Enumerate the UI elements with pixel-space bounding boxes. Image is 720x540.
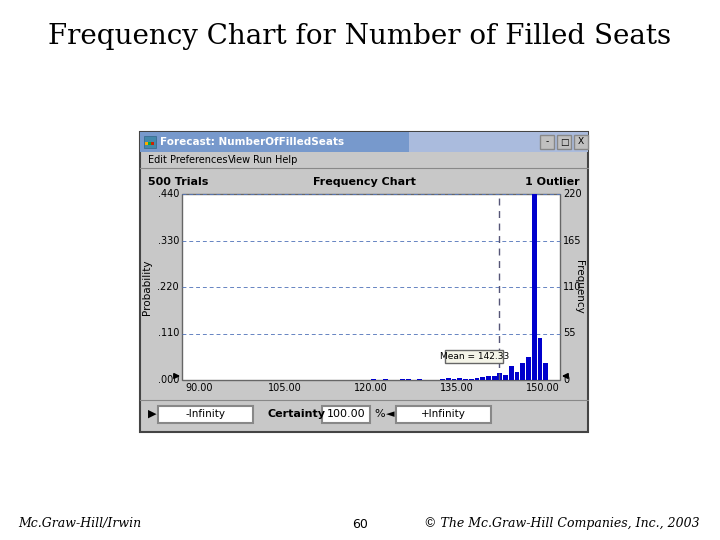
Bar — [446, 378, 451, 380]
Text: 220: 220 — [563, 189, 582, 199]
Bar — [144, 136, 156, 148]
Bar — [538, 338, 542, 380]
Bar — [182, 194, 560, 380]
Bar — [145, 142, 148, 145]
Bar — [451, 379, 456, 380]
Text: 60: 60 — [352, 517, 368, 530]
Bar — [457, 379, 462, 380]
Text: 1 Outlier: 1 Outlier — [526, 177, 580, 187]
Text: Frequency Chart for Number of Filled Seats: Frequency Chart for Number of Filled Sea… — [48, 24, 672, 51]
Text: Edit: Edit — [148, 155, 167, 165]
Bar — [526, 357, 531, 380]
Text: View: View — [228, 155, 251, 165]
Bar — [544, 363, 548, 380]
Bar — [509, 366, 514, 380]
Text: 100.00: 100.00 — [327, 409, 365, 419]
Text: Frequency Chart: Frequency Chart — [312, 177, 415, 187]
Text: 500 Trials: 500 Trials — [148, 177, 208, 187]
Bar — [140, 132, 409, 152]
Text: X: X — [578, 138, 584, 146]
Text: .110: .110 — [158, 328, 179, 339]
Bar — [158, 406, 253, 423]
Bar — [498, 373, 503, 380]
Bar — [418, 379, 422, 380]
Bar — [557, 135, 571, 149]
Bar — [148, 142, 151, 145]
Bar — [463, 379, 468, 380]
Text: © The Mc.Graw-Hill Companies, Inc., 2003: © The Mc.Graw-Hill Companies, Inc., 2003 — [424, 517, 700, 530]
Bar — [469, 379, 474, 380]
Bar — [486, 376, 491, 380]
Bar — [151, 142, 154, 145]
Bar — [532, 194, 536, 380]
Text: 120.00: 120.00 — [354, 383, 388, 393]
Bar — [440, 379, 445, 380]
Text: .330: .330 — [158, 235, 179, 246]
Bar — [446, 350, 503, 363]
Bar — [515, 372, 519, 380]
Text: -Infinity: -Infinity — [185, 409, 225, 419]
Text: 165: 165 — [563, 235, 582, 246]
Bar — [140, 132, 588, 432]
Text: Probability: Probability — [142, 259, 152, 315]
Bar — [383, 379, 388, 380]
Bar — [409, 132, 588, 152]
Text: .000: .000 — [158, 375, 179, 385]
Bar — [521, 363, 525, 380]
Bar — [503, 375, 508, 380]
Text: Preferences: Preferences — [170, 155, 228, 165]
Bar — [480, 377, 485, 380]
Text: 135.00: 135.00 — [440, 383, 474, 393]
Text: Certainty: Certainty — [268, 409, 326, 419]
Text: 105.00: 105.00 — [269, 383, 302, 393]
Text: .440: .440 — [158, 189, 179, 199]
Bar — [322, 406, 370, 423]
Bar — [574, 135, 588, 149]
Text: .220: .220 — [158, 282, 179, 292]
Text: Forecast: NumberOfFilledSeats: Forecast: NumberOfFilledSeats — [160, 137, 344, 147]
Text: □: □ — [559, 138, 568, 146]
Text: Run: Run — [253, 155, 272, 165]
Text: 110: 110 — [563, 282, 581, 292]
Bar — [492, 376, 497, 380]
Text: 150.00: 150.00 — [526, 383, 559, 393]
Text: 0: 0 — [563, 375, 569, 385]
Text: +Infinity: +Infinity — [420, 409, 465, 419]
Text: ▶: ▶ — [148, 409, 156, 419]
Text: Help: Help — [275, 155, 297, 165]
Bar — [372, 379, 377, 380]
Bar — [540, 135, 554, 149]
Text: 55: 55 — [563, 328, 575, 339]
Text: -: - — [545, 138, 549, 146]
Bar — [474, 377, 480, 380]
Bar — [400, 379, 405, 380]
Text: Mean = 142.33: Mean = 142.33 — [440, 352, 509, 361]
Text: ◄: ◄ — [386, 409, 395, 419]
Bar — [406, 379, 410, 380]
Text: 90.00: 90.00 — [186, 383, 213, 393]
Bar — [396, 406, 491, 423]
Text: Frequency: Frequency — [574, 260, 584, 314]
Text: %: % — [374, 409, 384, 419]
Text: Mc.Graw-Hill/Irwin: Mc.Graw-Hill/Irwin — [18, 517, 141, 530]
